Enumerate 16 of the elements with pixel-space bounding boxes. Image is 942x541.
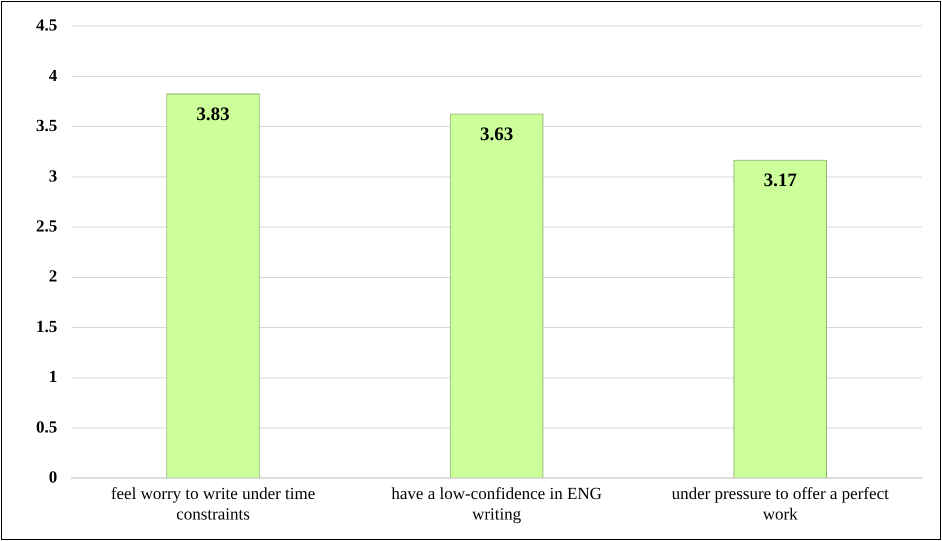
y-tick-label: 3.5: [36, 116, 58, 136]
y-tick-label: 4.5: [36, 16, 58, 35]
y-tick-label: 3: [48, 166, 58, 186]
y-tick-label: 4: [48, 66, 58, 85]
data-label: 3.17: [764, 170, 798, 192]
y-tick-label: 1: [48, 367, 58, 386]
y-tick-label: 2.5: [36, 216, 58, 236]
data-label: 3.63: [480, 124, 514, 145]
x-tick-label: under pressure to offer a perfect work: [672, 484, 890, 524]
y-tick-label: 2: [48, 266, 58, 286]
y-tick-label: 0: [48, 468, 58, 487]
y-tick-label: 1.5: [36, 316, 58, 336]
y-tick-label: 0.5: [36, 417, 58, 436]
data-label: 3.83: [196, 104, 230, 125]
x-tick-label: have a low-confidence in ENG writing: [391, 484, 602, 524]
x-tick-label: feel worry to write under time constraints: [110, 484, 316, 524]
